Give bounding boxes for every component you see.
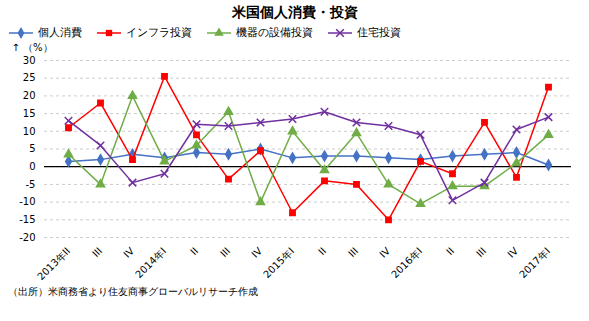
- svg-text:25: 25: [23, 72, 36, 83]
- svg-text:-10: -10: [19, 196, 35, 207]
- html-text:個人消費: 個人消費: [38, 26, 82, 39]
- svg-text:IV: IV: [505, 245, 520, 260]
- svg-text:III: III: [90, 245, 104, 259]
- svg-text:-15: -15: [19, 214, 35, 225]
- svg-text:2017年I: 2017年I: [517, 245, 552, 280]
- svg-text:II: II: [188, 245, 200, 257]
- svg-text:30: 30: [23, 55, 36, 66]
- svg-text:2015年I: 2015年I: [261, 245, 296, 280]
- svg-text:2016年I: 2016年I: [389, 245, 424, 280]
- svg-text:III: III: [346, 245, 360, 259]
- svg-text:II: II: [316, 245, 328, 257]
- svg-text:IV: IV: [121, 245, 136, 260]
- svg-text:20: 20: [23, 90, 36, 101]
- svg-text:0: 0: [29, 161, 35, 172]
- html-text:インフラ投資: インフラ投資: [126, 26, 192, 39]
- svg-text:2013年II: 2013年II: [35, 245, 72, 282]
- svg-text:IV: IV: [249, 245, 264, 260]
- html-text:住宅投資: 住宅投資: [357, 26, 401, 39]
- svg-text:IV: IV: [377, 245, 392, 260]
- svg-text:10: 10: [23, 126, 36, 137]
- html-text:機器の設備投資: 機器の設備投資: [236, 26, 313, 39]
- svg-text:-20: -20: [19, 232, 35, 243]
- svg-text:-5: -5: [26, 179, 36, 190]
- svg-text:III: III: [474, 245, 488, 259]
- svg-text:5: 5: [29, 143, 35, 154]
- svg-text:II: II: [444, 245, 456, 257]
- html-text:米国個人消費・投資: 米国個人消費・投資: [231, 4, 358, 20]
- svg-text:2014年I: 2014年I: [133, 245, 168, 280]
- svg-text:III: III: [218, 245, 232, 259]
- html-text:（出所）米商務省より住友商事グローバルリサーチ作成: （出所）米商務省より住友商事グローバルリサーチ作成: [8, 286, 258, 297]
- svg-text:15: 15: [23, 108, 36, 119]
- svg-text:↑ （%）: ↑ （%）: [12, 42, 53, 53]
